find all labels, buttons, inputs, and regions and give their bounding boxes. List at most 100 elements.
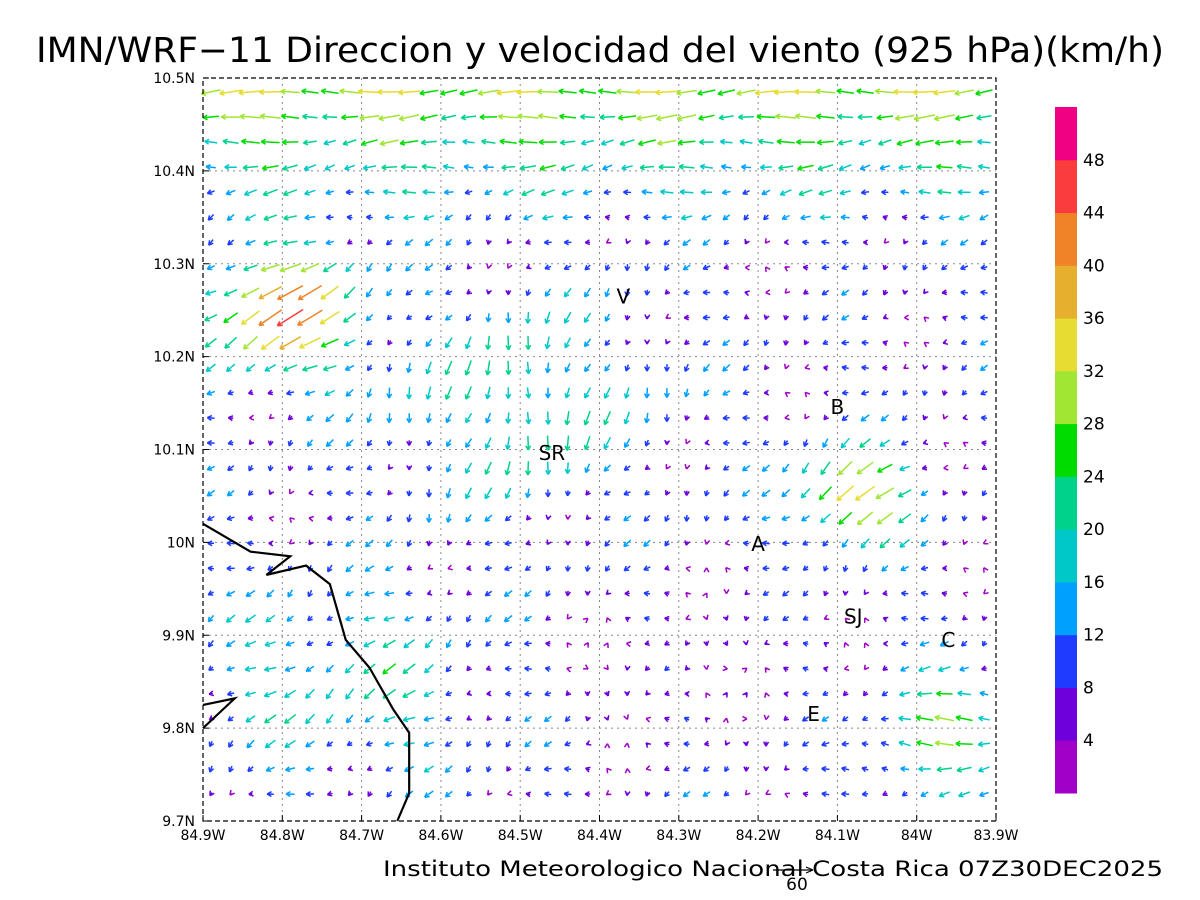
wind-arrow [702,314,711,321]
wind-arrow [685,438,691,445]
wind-arrow [505,412,512,424]
footer-text: Instituto Meteorologico Nacional Costa R… [383,857,1163,881]
wind-arrow [744,264,751,271]
wind-arrow [894,114,915,122]
wind-arrow [446,540,453,546]
wind-arrow [802,264,809,271]
wind-arrow [585,766,591,773]
wind-arrow [918,188,931,195]
wind-arrow [264,364,277,372]
wind-arrow [861,740,869,748]
wind-arrow [603,642,609,648]
wind-arrow [246,565,255,572]
y-tick-label: 9.9N [162,628,195,644]
wind-arrow [941,514,948,522]
wind-arrow [761,189,771,196]
wind-arrow [781,489,791,498]
wind-arrow [982,567,989,573]
wind-arrow [841,414,849,422]
wind-arrow [702,289,711,296]
wind-arrow [268,413,275,420]
wind-arrow [860,389,870,396]
wind-arrow [781,565,790,572]
wind-arrow [723,588,730,595]
wind-arrow [248,414,255,421]
wind-arrow [403,214,415,221]
wind-arrow [365,489,373,496]
wind-arrow [325,189,335,196]
wind-arrow [958,214,970,221]
wind-arrow [381,164,398,171]
wind-arrow [563,264,572,271]
wind-arrow [405,314,413,320]
wind-arrow [960,339,968,346]
wind-arrow [901,414,908,422]
wind-arrow [861,314,869,321]
wind-arrow [244,213,256,221]
wind-arrow [505,740,512,748]
wind-arrow [940,239,949,246]
wind-arrow [307,615,313,622]
wind-arrow [357,88,381,95]
wind-arrow [961,614,968,621]
wind-arrow [881,565,889,572]
wind-arrow [856,461,874,475]
wind-arrow [326,465,334,471]
wind-arrow [656,114,678,122]
wind-arrow [980,239,988,246]
wind-arrow [206,189,215,196]
wind-arrow [303,239,317,246]
wind-arrow [862,690,869,697]
wind-arrow [899,691,911,698]
wind-arrow [860,414,870,422]
x-tick-label: 84.5W [498,828,543,844]
wind-arrow [897,489,912,498]
wind-arrow [406,465,413,471]
wind-arrow [404,615,414,622]
wind-arrow [363,615,376,622]
wind-arrow [896,139,913,147]
wind-arrow [288,538,295,545]
wind-arrow [742,389,750,396]
wind-arrow [578,88,597,95]
wind-arrow [363,688,376,700]
wind-arrow [581,164,594,171]
wind-arrow [364,565,375,572]
colorbar-label: 16 [1083,573,1105,593]
wind-arrow [447,564,453,571]
wind-arrow [781,515,791,522]
station-labels: V SR B A SJ C E [539,284,956,726]
wind-arrow [603,690,610,697]
wind-arrow [723,489,730,497]
wind-arrow [227,439,234,446]
wind-arrow [602,164,613,171]
wind-arrow [265,614,276,623]
wind-arrow [226,665,235,672]
wind-arrow [703,567,710,573]
wind-arrow [722,717,729,724]
wind-arrow [445,639,452,649]
wind-arrow [683,363,690,372]
wind-arrow [761,515,771,522]
wind-arrow [940,615,948,622]
wind-arrow [664,439,671,446]
wind-arrow [773,89,798,96]
wind-arrow [934,740,954,747]
wind-arrow [604,515,611,521]
wind-arrow [624,264,631,272]
wind-arrow [584,590,591,596]
wind-arrow [603,410,612,426]
wind-arrow [685,614,691,621]
wind-arrow [344,663,355,674]
wind-arrow [582,617,589,624]
wind-arrow [524,640,532,647]
wind-arrow [264,666,277,673]
wind-arrow [297,284,323,301]
wind-arrow [744,290,750,297]
wind-arrow [781,540,790,547]
wind-arrow [778,164,794,171]
wind-arrow [504,214,512,221]
wind-arrow [782,590,790,597]
wind-arrow [718,114,734,121]
wind-arrow [623,515,632,522]
